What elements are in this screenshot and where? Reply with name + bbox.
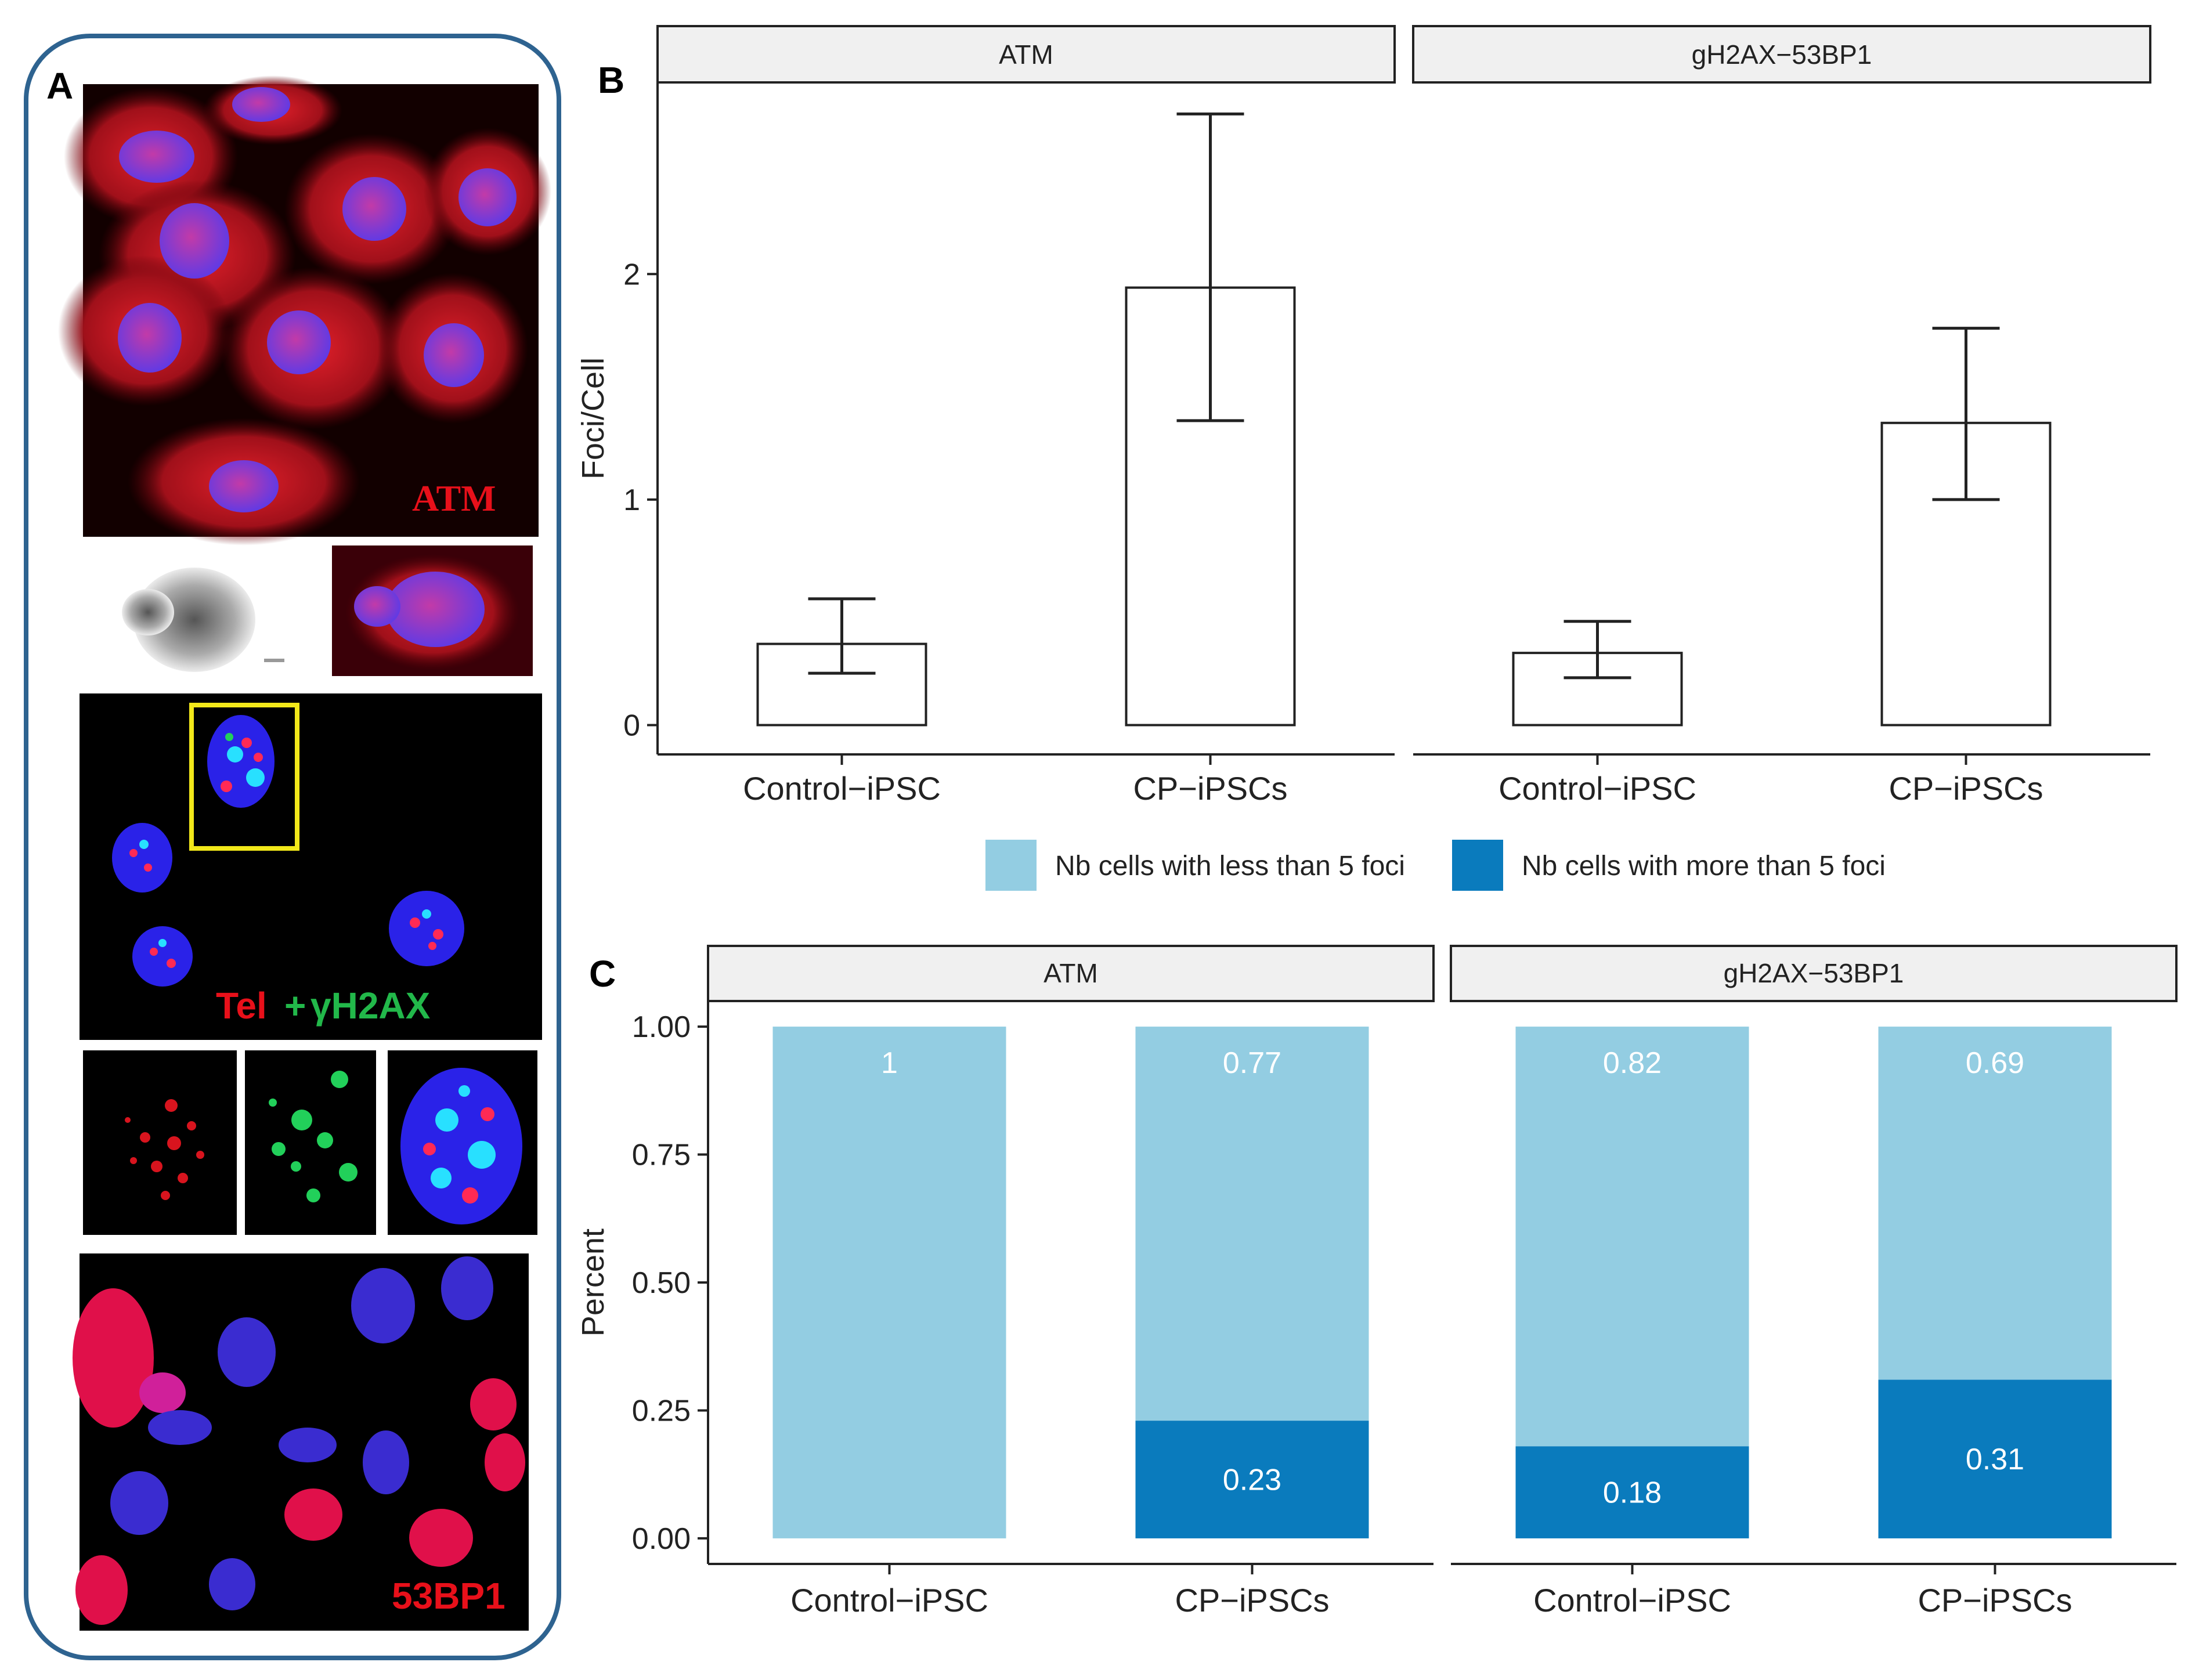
panel-letter-a: A — [46, 65, 73, 107]
chart-b-y-tick-label: 0 — [623, 709, 640, 742]
plus-label: + — [284, 985, 306, 1027]
bp1-micrograph: 53BP1 — [73, 1253, 529, 1631]
chart-c-data-label-less5: 0.69 — [1966, 1046, 2024, 1080]
chart-c-bar-less5 — [772, 1027, 1006, 1538]
chart-c-x-tick-label: CP−iPSCs — [1175, 1582, 1329, 1618]
gh2ax-channel — [245, 1050, 376, 1235]
chart-b-strip-2 — [1412, 25, 2151, 84]
chart-c-data-label-more5: 0.18 — [1603, 1476, 1662, 1510]
tel-gh2ax-micrograph: Tel + γH2AX — [80, 693, 542, 1040]
panel-a: A — [24, 34, 561, 1660]
chart-b-y-title: Foci/Cell — [576, 357, 611, 479]
chart-c-bar-less5 — [1135, 1027, 1369, 1421]
legend-label-less5: Nb cells with less than 5 foci — [1055, 851, 1405, 881]
chart-c-y-tick-label: 1.00 — [632, 1010, 691, 1044]
chart-c-data-label-more5: 0.23 — [1223, 1464, 1281, 1497]
chart-c-y-tick-label: 0.50 — [632, 1266, 691, 1300]
chart-b-x-tick-label: Control−iPSC — [743, 770, 941, 807]
chart-c-bar-less5 — [1878, 1027, 2112, 1380]
chart-c-y-tick-label: 0.00 — [632, 1522, 691, 1556]
chart-c-strip-1 — [707, 945, 1435, 1002]
tel-label: Tel — [216, 985, 267, 1027]
chart-b-y-tick-label: 1 — [623, 483, 640, 517]
zoom-box — [189, 703, 299, 851]
legend-swatch-less5 — [985, 840, 1037, 891]
atm-detail-color — [332, 545, 533, 676]
atm-micrograph: ATM — [58, 75, 551, 545]
chart-c-bar-less5 — [1515, 1027, 1749, 1447]
chart-c-y-title: Percent — [576, 1229, 611, 1336]
bp1-label: 53BP1 — [392, 1575, 505, 1617]
chart-c-strip-label-2: gH2AX−53BP1 — [1724, 958, 1904, 988]
telomere-channel — [83, 1050, 237, 1235]
atm-label: ATM — [412, 478, 496, 519]
legend: Nb cells with less than 5 foci Nb cells … — [985, 840, 1886, 891]
chart-c-data-label-less5: 1 — [881, 1046, 898, 1080]
chart-b-strip-label-2: gH2AX−53BP1 — [1692, 39, 1872, 70]
chart-b-x-tick-label: CP−iPSCs — [1133, 770, 1287, 807]
panel-letter-c: C — [589, 953, 616, 995]
chart-b-x-tick-label: Control−iPSC — [1499, 770, 1696, 807]
chart-c-data-label-more5: 0.31 — [1966, 1443, 2024, 1476]
chart-c-data-label-less5: 0.77 — [1223, 1046, 1281, 1080]
atm-detail-grey — [83, 545, 309, 676]
panel-letter-b: B — [598, 59, 624, 101]
chart-c-x-tick-label: CP−iPSCs — [1918, 1582, 2072, 1618]
chart-c-bar-more5 — [1878, 1379, 2112, 1538]
legend-label-more5: Nb cells with more than 5 foci — [1522, 851, 1886, 881]
chart-c-strip-2 — [1450, 945, 2178, 1002]
legend-swatch-more5 — [1452, 840, 1503, 891]
chart-c-y-tick-label: 0.25 — [632, 1394, 691, 1428]
chart-c-x-tick-label: Control−iPSC — [790, 1582, 988, 1618]
chart-c-bar-more5 — [1135, 1421, 1369, 1538]
chart-c-bar-more5 — [1515, 1446, 1749, 1538]
chart-c: ATM gH2AX−53BP1 0.00 0.25 0.50 0.75 1.00 Percen… — [576, 945, 2178, 1618]
chart-c-x-tick-label: Control−iPSC — [1533, 1582, 1731, 1618]
chart-b-y-tick-label: 2 — [623, 258, 640, 291]
chart-c-y-tick-label: 0.75 — [632, 1139, 691, 1172]
chart-b: ATM gH2AX−53BP1 0 1 2 Foci/Cell Control−iPSC CP… — [576, 25, 2151, 807]
chart-c-strip-label-1: ATM — [1043, 958, 1098, 988]
merged-zoom — [388, 1050, 537, 1235]
chart-b-x-tick-label: CP−iPSCs — [1889, 770, 2043, 807]
tel-gh2ax-label: Tel + γH2AX — [216, 985, 431, 1027]
panel-a-border — [24, 34, 561, 1660]
chart-b-strip-label-1: ATM — [999, 39, 1053, 70]
gamma-label: γH2AX — [310, 985, 431, 1027]
chart-b-strip-1 — [656, 25, 1396, 84]
chart-c-data-label-less5: 0.82 — [1603, 1046, 1662, 1080]
